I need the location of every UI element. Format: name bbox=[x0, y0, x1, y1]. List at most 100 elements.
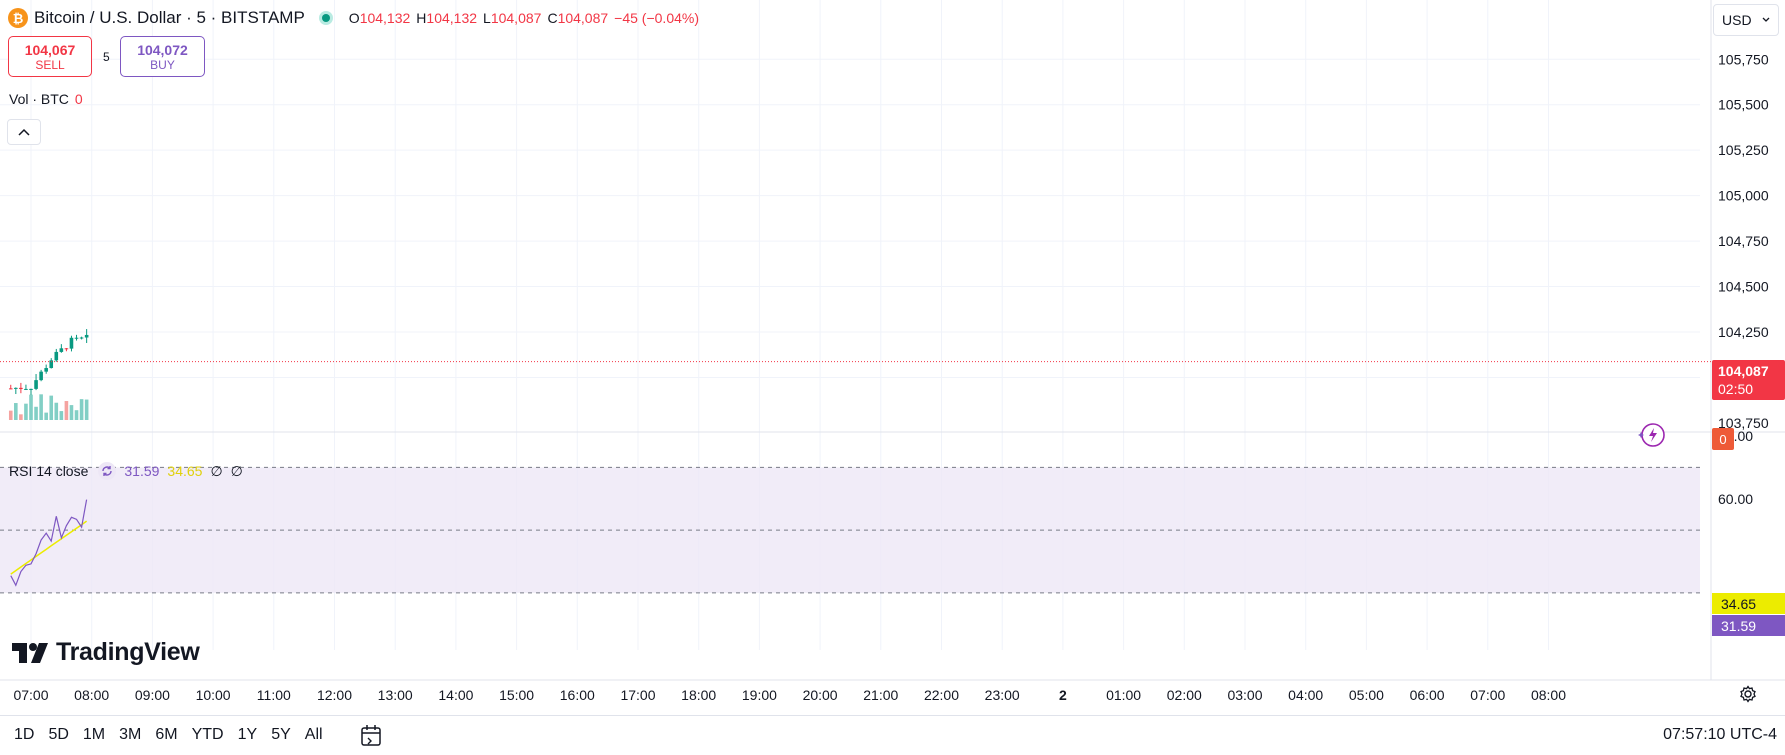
volume-bar bbox=[84, 399, 89, 420]
volume-bar bbox=[44, 412, 48, 420]
volume-bar bbox=[14, 403, 18, 420]
buy-price: 104,072 bbox=[137, 41, 188, 58]
rsi-empty-value-1: ∅ bbox=[210, 462, 223, 479]
price-axis-label: 103,750 bbox=[1718, 415, 1769, 431]
candle-body bbox=[59, 348, 64, 352]
time-axis-label: 13:00 bbox=[378, 687, 413, 703]
volume-legend[interactable]: Vol · BTC 0 bbox=[9, 91, 83, 107]
range-1m[interactable]: 1M bbox=[82, 726, 106, 743]
time-axis-label: 10:00 bbox=[196, 687, 231, 703]
time-axis-label: 15:00 bbox=[499, 687, 534, 703]
candle-body bbox=[84, 334, 89, 338]
volume-legend-value: 0 bbox=[74, 91, 83, 107]
rsi-band bbox=[0, 466, 1700, 594]
volume-legend-label: Vol · BTC bbox=[9, 91, 69, 107]
volume-tag: 0 bbox=[1712, 428, 1734, 450]
time-axis-label: 12:00 bbox=[317, 687, 352, 703]
time-axis-label: 02:00 bbox=[1167, 687, 1202, 703]
volume-bar bbox=[39, 394, 43, 420]
lightning-icon[interactable] bbox=[1636, 420, 1666, 450]
range-3m[interactable]: 3M bbox=[119, 726, 142, 743]
candle-body bbox=[39, 371, 43, 381]
market-status-icon[interactable] bbox=[318, 11, 333, 25]
volume-bar bbox=[59, 411, 64, 420]
volume-bar bbox=[69, 405, 74, 420]
buy-label: BUY bbox=[150, 57, 175, 72]
tradingview-logo-icon bbox=[12, 642, 48, 663]
ohlc-open: O104,132 bbox=[348, 10, 411, 26]
range-5y[interactable]: 5Y bbox=[271, 726, 291, 743]
clock-timezone[interactable]: 07:57:10 UTC-4 bbox=[1663, 726, 1777, 743]
time-axis-label: 20:00 bbox=[803, 687, 838, 703]
volume-bar bbox=[64, 401, 69, 420]
chevron-down-icon bbox=[1762, 17, 1770, 22]
rsi-ma-value: 34.65 bbox=[167, 463, 203, 479]
price-axis-label: 105,500 bbox=[1718, 97, 1769, 113]
time-axis-label: 05:00 bbox=[1349, 687, 1384, 703]
candle-body bbox=[24, 388, 28, 390]
bitcoin-icon: ₿ bbox=[8, 8, 28, 28]
time-axis-label: 04:00 bbox=[1288, 687, 1323, 703]
calendar-range-icon[interactable] bbox=[358, 723, 384, 749]
candle-body bbox=[64, 348, 69, 350]
ohlc-low: L104,087 bbox=[483, 10, 542, 26]
time-axis-label: 11:00 bbox=[257, 687, 291, 703]
symbol-title[interactable]: Bitcoin / U.S. Dollar · 5 · BITSTAMP bbox=[34, 8, 305, 27]
tradingview-wordmark: TradingView bbox=[56, 638, 200, 666]
rsi-line bbox=[10, 499, 88, 587]
candle-body bbox=[19, 387, 23, 390]
currency-select[interactable]: USD bbox=[1713, 4, 1779, 36]
last-price: 104,087 bbox=[1718, 363, 1769, 379]
rsi-value: 31.59 bbox=[124, 463, 160, 479]
volume-bar bbox=[29, 394, 33, 420]
rsi-lines bbox=[10, 499, 88, 587]
time-axis-label: 03:00 bbox=[1227, 687, 1262, 703]
candles bbox=[8, 329, 89, 395]
volume-bar bbox=[24, 403, 28, 420]
time-axis-label: 01:00 bbox=[1106, 687, 1141, 703]
range-all[interactable]: All bbox=[304, 726, 323, 743]
time-axis-label: 08:00 bbox=[1531, 687, 1566, 703]
sell-price: 104,067 bbox=[24, 41, 76, 58]
price-axis-label: 105,750 bbox=[1718, 51, 1769, 67]
time-axis-label: 21:00 bbox=[863, 687, 898, 703]
rsi-axis-label: 60.00 bbox=[1718, 491, 1753, 507]
time-axis-label: 14:00 bbox=[438, 687, 473, 703]
price-axis-label: 104,500 bbox=[1718, 279, 1769, 295]
range-1d[interactable]: 1D bbox=[14, 726, 35, 743]
range-1y[interactable]: 1Y bbox=[237, 726, 258, 743]
rsi-legend[interactable]: RSI 14 close 31.59 34.65 ∅ ∅ bbox=[9, 462, 251, 480]
volume-bars bbox=[8, 394, 89, 420]
currency-value: USD bbox=[1722, 12, 1752, 28]
volume-bar bbox=[19, 414, 23, 420]
time-axis-label: 06:00 bbox=[1410, 687, 1445, 703]
volume-bar bbox=[54, 402, 59, 420]
rsi-empty-value-2: ∅ bbox=[230, 462, 243, 479]
last-price-tag: 104,087 02:50 bbox=[1712, 360, 1785, 400]
bottom-toolbar bbox=[0, 715, 1785, 755]
time-axis-label: 07:00 bbox=[13, 687, 48, 703]
rsi-ma-tag: 34.65 bbox=[1712, 593, 1785, 614]
tradingview-logo[interactable]: TradingView bbox=[12, 638, 200, 667]
range-buttons: 1D 5D 1M 3M 6M YTD 1Y 5Y All bbox=[14, 726, 337, 744]
symbol-legend: ₿ Bitcoin / U.S. Dollar · 5 · BITSTAMP O… bbox=[8, 6, 699, 30]
time-axis-label: 16:00 bbox=[560, 687, 595, 703]
buy-button[interactable]: 104,072 BUY bbox=[120, 36, 205, 77]
rsi-legend-label: RSI 14 close bbox=[9, 463, 89, 479]
chart-canvas[interactable]: 105,750 105,500 105,250 105,000 104,750 104,5… bbox=[0, 0, 1785, 715]
candle-body bbox=[44, 368, 48, 372]
sync-icon[interactable] bbox=[98, 462, 117, 480]
sell-button[interactable]: 104,067 SELL bbox=[8, 36, 92, 77]
volume-bar bbox=[74, 410, 79, 420]
chevron-up-icon bbox=[18, 128, 30, 136]
collapse-legend-button[interactable] bbox=[7, 119, 41, 145]
price-axis-label: 104,250 bbox=[1718, 324, 1769, 340]
bar-countdown: 02:50 bbox=[1718, 381, 1754, 397]
price-axis-label: 105,000 bbox=[1718, 188, 1769, 204]
rsi-tag: 31.59 bbox=[1712, 615, 1785, 636]
candle-body bbox=[69, 337, 74, 349]
gear-icon[interactable] bbox=[1737, 683, 1759, 705]
range-6m[interactable]: 6M bbox=[155, 726, 178, 743]
range-ytd[interactable]: YTD bbox=[191, 726, 224, 743]
range-5d[interactable]: 5D bbox=[48, 726, 69, 743]
